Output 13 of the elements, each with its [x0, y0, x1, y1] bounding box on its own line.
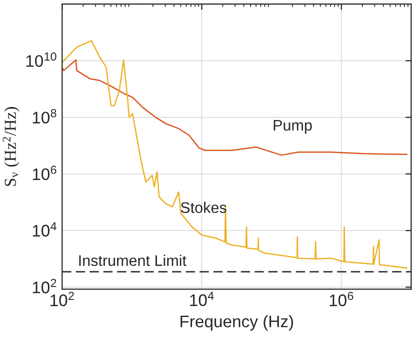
- ref-line-label: Instrument Limit: [79, 254, 186, 266]
- y-tick-label: 10$^{10}$: [26, 52, 56, 67]
- y-tick-label: 10$^{2}$: [32, 278, 56, 294]
- y-tick-label: 10$^{8}$: [32, 109, 56, 124]
- y-axis-title: S$_{v}$ (Hz$^{2}$/Hz): [2, 107, 20, 186]
- y-tick-label: 10$^{4}$: [32, 222, 56, 237]
- series-label: Stokes: [180, 202, 226, 214]
- x-tick-label: 10$^{6}$: [330, 292, 354, 306]
- x-axis-title: Frequency (Hz): [180, 315, 294, 331]
- y-tick-label: 10$^{6}$: [32, 166, 56, 180]
- x-tick-label: 10$^{2}$: [50, 292, 74, 306]
- x-tick-label: 10$^{4}$: [190, 292, 214, 306]
- series-label: Pump: [274, 120, 312, 134]
